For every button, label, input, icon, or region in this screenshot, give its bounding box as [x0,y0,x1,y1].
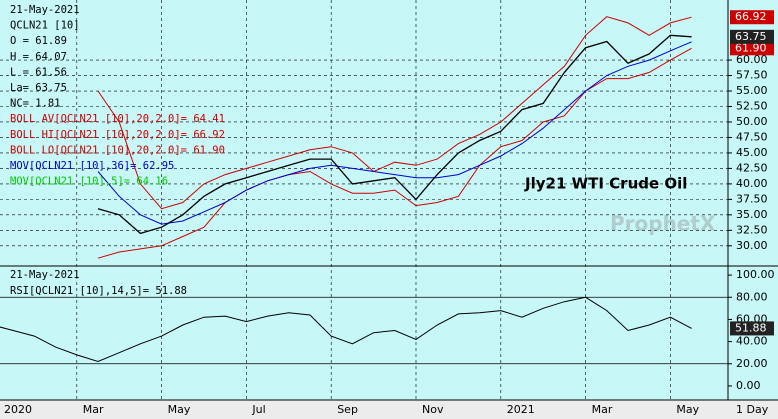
legend-text: BOLL LO[QCLN21 [10],20,2.0]= 61.90 [10,144,225,156]
price-box [730,41,774,56]
y-tick-label: 20.00 [736,357,768,370]
y-tick-label: 57.50 [736,69,768,82]
legend-text: La= 63.75 [10,82,67,94]
y-tick-label: 37.50 [736,192,768,205]
x-tick-label: Mar [592,403,613,416]
y-tick-label: 35.00 [736,208,768,221]
watermark: ProphetX [610,212,716,236]
price-line [97,47,692,259]
legend-text: L = 61.56 [10,66,67,78]
y-tick-label: 40.00 [736,177,768,190]
legend-text: NC= 1.81 [10,98,61,110]
x-tick-label: May [168,403,191,416]
price-line [97,41,692,225]
y-tick-label: 55.00 [736,84,768,97]
price-box [730,29,774,44]
y-tick-label: 30.00 [736,239,768,252]
y-tick-label: 40.00 [736,335,768,348]
rsi-box [730,321,774,336]
y-tick-label: 60.00 [736,53,768,66]
price-box-label: 66.92 [735,10,767,23]
x-tick-label: Mar [83,403,104,416]
price-box-label: 61.90 [735,41,767,54]
y-tick-label: 100.00 [736,268,775,281]
y-tick-label: 50.00 [736,115,768,128]
rsi-line [0,296,692,363]
rsi-legend-text: 21-May-2021 [10,269,80,281]
y-tick-label: 45.00 [736,146,768,159]
price-box [730,10,774,25]
legend-text: MOV[QCLN21 [10],36]= 62.95 [10,160,174,172]
x-tick-label: Nov [422,403,444,416]
price-line [97,34,692,235]
x-tick-label: May [676,403,699,416]
rsi-box-label: 51.88 [735,321,767,334]
legend-text: 21-May-2021 [10,4,80,16]
legend-text: O = 61.89 [10,35,67,47]
x-tick-label: 2021 [507,403,535,416]
annotation: Jly21 WTI Crude Oil [524,175,687,193]
legend-text: BOLL HI[QCLN21 [10],20,2.0]= 66.92 [10,129,225,141]
x-tick-label: Sep [337,403,358,416]
y-tick-label: 47.50 [736,130,768,143]
x-tick-label: Jul [251,403,265,416]
price-line [97,16,692,210]
legend-text: BOLL AV[QCLN21 [10],20,2.0]= 64.41 [10,113,225,125]
interval-label: 1 Day [736,403,769,416]
legend-text: MOV[QCLN21 [10],5]= 64.16 [10,176,168,188]
legend-text: H = 64.07 [10,51,67,63]
y-tick-label: 42.50 [736,161,768,174]
y-tick-label: 52.50 [736,99,768,112]
price-box-label: 63.75 [735,30,767,43]
rsi-legend-text: RSI[QCLN21 [10],14,5]= 51.88 [10,285,187,297]
y-tick-label: 32.50 [736,223,768,236]
x-axis-band [0,400,778,419]
x-tick-label: 2020 [4,403,32,416]
y-tick-label: 80.00 [736,290,768,303]
legend-text: QCLN21 [10] [10,20,80,32]
y-tick-label: 0.00 [736,379,761,392]
